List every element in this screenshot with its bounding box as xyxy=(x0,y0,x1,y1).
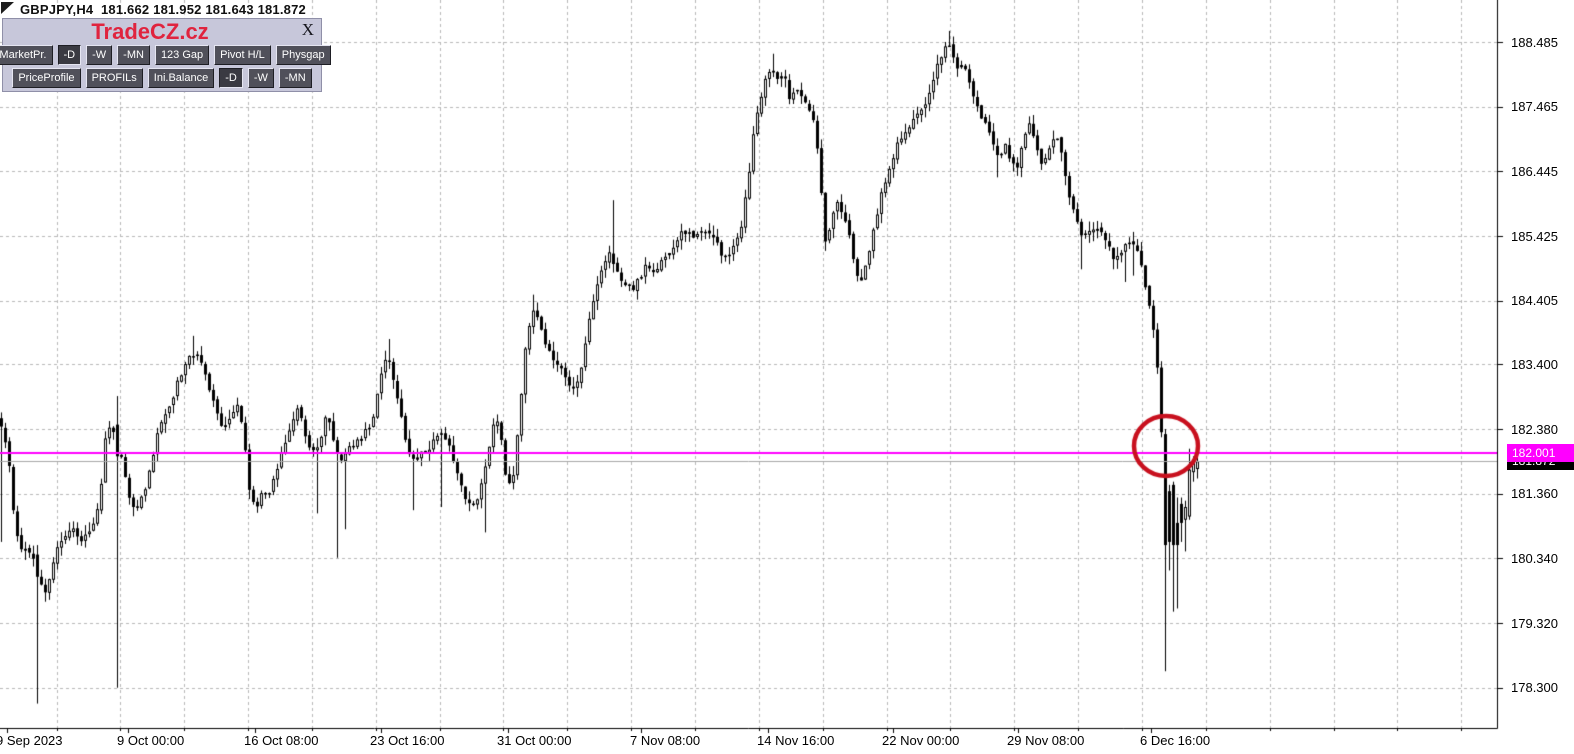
price-axis-label: 184.405 xyxy=(1511,293,1558,309)
tradecz-logo: TradeCZ.cz xyxy=(91,19,209,44)
time-axis-label: 7 Nov 08:00 xyxy=(630,733,701,748)
panel-button-priceprofile[interactable]: PriceProfile xyxy=(12,68,81,88)
panel-button-d[interactable]: -D xyxy=(57,45,82,65)
price-axis-label: 183.400 xyxy=(1511,356,1558,372)
price-axis-label: 182.380 xyxy=(1511,421,1558,437)
time-axis-label: 16 Oct 08:00 xyxy=(244,733,319,748)
panel-button-d[interactable]: -D xyxy=(219,68,243,88)
panel-button-physgap[interactable]: Physgap xyxy=(275,45,331,65)
time-axis-label: 29 Nov 08:00 xyxy=(1007,733,1085,748)
time-axis-label: 14 Nov 16:00 xyxy=(757,733,835,748)
price-axis-label: 178.300 xyxy=(1511,680,1558,696)
panel-button-ini-balance[interactable]: Ini.Balance xyxy=(147,68,215,88)
price-axis-label: 185.425 xyxy=(1511,228,1558,244)
price-axis-label: 187.465 xyxy=(1511,99,1558,115)
time-axis-label: 9 Sep 2023 xyxy=(0,733,63,748)
tradecz-indicator-panel: TradeCZ.cz X MarketPr. -D -W -MN 123 Gap Pivo… xyxy=(0,18,331,92)
chart-title-ohlc: GBPJPY,H4 181.662 181.952 181.643 181.87… xyxy=(20,2,306,17)
price-axis-label: 186.445 xyxy=(1511,163,1558,179)
close-icon[interactable]: X xyxy=(301,20,314,39)
panel-button-pivot-h-l[interactable]: Pivot H/L xyxy=(214,45,271,65)
time-axis-label: 31 Oct 00:00 xyxy=(497,733,572,748)
panel-button-row-1: MarketPr. -D -W -MN 123 Gap Pivot H/L Physgap xyxy=(0,45,331,65)
price-axis-label: 179.320 xyxy=(1511,615,1558,631)
time-axis-label: 23 Oct 16:00 xyxy=(370,733,445,748)
panel-button-mn[interactable]: -MN xyxy=(117,45,150,65)
time-axis-label: 9 Oct 00:00 xyxy=(117,733,185,748)
price-axis-label: 180.340 xyxy=(1511,550,1558,566)
time-axis-label: 22 Nov 00:00 xyxy=(882,733,960,748)
price-axis-label: 188.485 xyxy=(1511,34,1558,50)
panel-button-marketpr[interactable]: MarketPr. xyxy=(0,45,53,65)
panel-button-w[interactable]: -W xyxy=(86,45,113,65)
panel-button-w[interactable]: -W xyxy=(247,68,274,88)
panel-button-row-2: PriceProfile PROFILs Ini.Balance -D -W -MN xyxy=(5,68,319,88)
panel-button-mn[interactable]: -MN xyxy=(278,68,312,88)
price-axis-label: 181.360 xyxy=(1511,486,1558,502)
time-axis-label: 6 Dec 16:00 xyxy=(1140,733,1211,748)
panel-button-123-gap[interactable]: 123 Gap xyxy=(154,45,210,65)
panel-button-profils[interactable]: PROFILs xyxy=(85,68,143,88)
hline-price-label: 182.001 xyxy=(1507,444,1574,462)
